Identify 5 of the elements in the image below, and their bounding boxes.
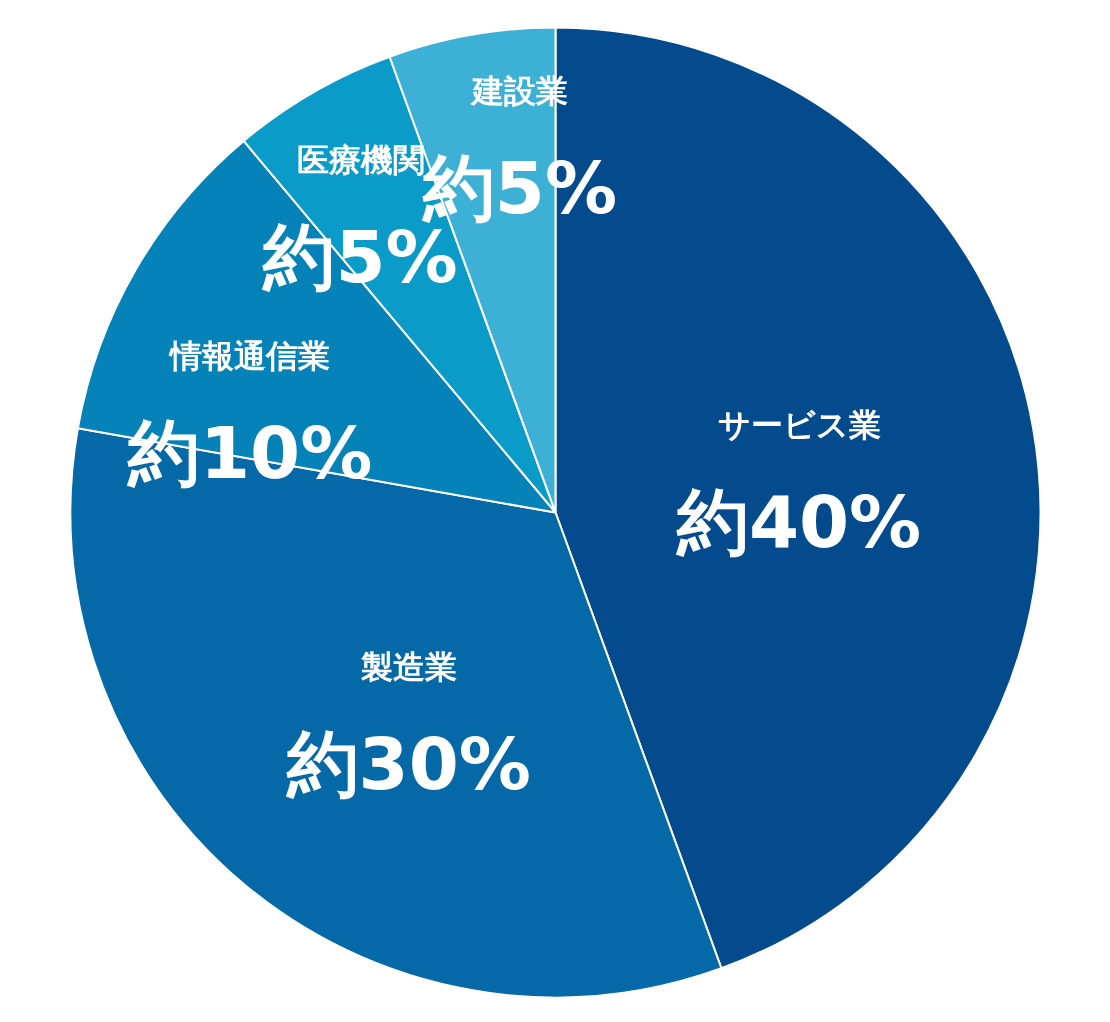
slice-label: 製造業: [359, 647, 457, 686]
slice-label: 情報通信業: [168, 337, 331, 376]
data-label: 約40%: [674, 479, 922, 564]
data-label: 約30%: [284, 721, 531, 806]
slice-label: サービス業: [717, 405, 881, 444]
